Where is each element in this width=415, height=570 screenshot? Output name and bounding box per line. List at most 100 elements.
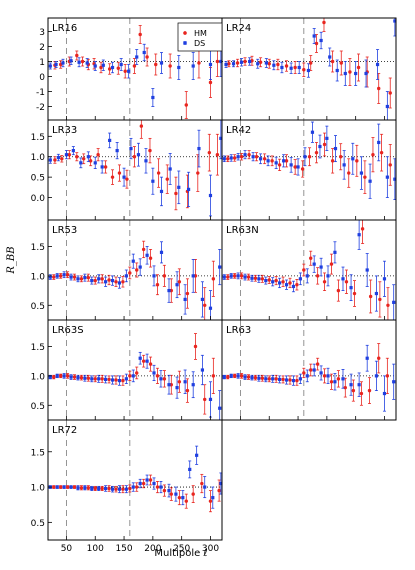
data-point-ds xyxy=(145,253,149,257)
data-point-ds xyxy=(76,376,80,380)
panels-group: LR16 -2 -1 0 1 2 3 LR24 LR33 0.0 0.5 1.0 1.5 LR42 LR53… xyxy=(31,17,397,554)
data-point-hm xyxy=(270,159,274,163)
data-point-hm xyxy=(121,378,125,383)
data-point-hm xyxy=(107,377,111,382)
y-tick-label: 1.5 xyxy=(31,448,45,458)
data-point-hm xyxy=(277,163,282,167)
data-point-hm xyxy=(336,377,341,381)
data-point-hm xyxy=(232,274,237,278)
data-point-ds xyxy=(115,149,119,153)
data-point-ds xyxy=(69,275,73,279)
data-point-ds xyxy=(152,371,156,375)
panel-lr24: LR24 xyxy=(221,17,397,121)
data-point-ds xyxy=(83,276,87,280)
data-point-hm xyxy=(322,374,327,378)
data-point-hm xyxy=(125,177,129,181)
data-point-ds xyxy=(55,485,59,489)
data-point-ds xyxy=(138,265,142,269)
panel-label: LR16 xyxy=(52,23,77,34)
data-point-hm xyxy=(203,397,207,402)
data-point-ds xyxy=(236,274,240,278)
data-point-ds xyxy=(282,159,286,163)
data-point-ds xyxy=(138,481,142,486)
data-point-ds xyxy=(266,159,270,163)
data-point-hm xyxy=(128,271,132,275)
data-point-ds xyxy=(385,104,389,109)
data-point-ds xyxy=(79,161,83,165)
data-point-hm xyxy=(267,62,271,66)
data-point-ds xyxy=(333,380,337,384)
data-point-ds xyxy=(152,274,156,278)
data-point-hm xyxy=(226,375,230,379)
data-point-ds xyxy=(231,62,236,66)
data-point-hm xyxy=(246,275,251,279)
data-point-hm xyxy=(226,275,230,279)
data-point-ds xyxy=(144,159,148,163)
data-point-ds xyxy=(93,161,97,165)
data-point-hm xyxy=(322,280,327,284)
data-point-hm xyxy=(185,291,190,296)
data-point-ds xyxy=(271,280,275,284)
data-point-ds xyxy=(239,60,244,64)
data-point-ds xyxy=(382,277,387,281)
data-point-ds xyxy=(159,377,163,381)
data-point-hm xyxy=(243,59,247,64)
data-point-hm xyxy=(132,155,137,159)
data-point-hm xyxy=(284,159,289,163)
data-point-ds xyxy=(264,61,268,65)
panel-label: LR63 xyxy=(226,325,251,336)
panel-lr16: LR16 -2 -1 0 1 2 3 xyxy=(36,17,223,121)
y-tick-label: 3 xyxy=(39,28,45,38)
data-point-hm xyxy=(114,378,118,382)
data-point-ds xyxy=(359,171,364,175)
data-point-hm xyxy=(371,152,375,157)
data-point-ds xyxy=(326,374,330,378)
data-point-ds xyxy=(181,496,185,500)
data-point-ds xyxy=(393,177,397,181)
data-point-ds xyxy=(177,65,181,70)
data-point-ds xyxy=(110,378,115,382)
data-point-hm xyxy=(86,376,91,380)
data-point-hm xyxy=(53,158,57,162)
data-point-ds xyxy=(365,356,369,360)
data-point-hm xyxy=(72,275,77,279)
y-tick-label: 0.5 xyxy=(31,519,45,529)
data-point-ds xyxy=(357,383,361,387)
data-point-hm xyxy=(155,485,160,489)
data-point-ds xyxy=(110,65,115,70)
legend-ds-marker xyxy=(183,41,187,45)
data-point-ds xyxy=(124,487,128,491)
panel-label: LR63S xyxy=(52,325,84,336)
data-point-ds xyxy=(296,165,300,169)
data-point-ds xyxy=(117,487,122,491)
data-point-hm xyxy=(247,152,251,157)
data-point-ds xyxy=(256,62,260,66)
data-point-hm xyxy=(174,191,178,196)
data-point-ds xyxy=(101,63,105,67)
panel-lr72: LR72 0.5 1.0 1.5 50 100 150 200 250 300 xyxy=(31,419,223,554)
data-point-ds xyxy=(284,283,289,287)
data-point-ds xyxy=(325,136,329,140)
data-point-ds xyxy=(298,277,302,281)
y-tick-label: 1.5 xyxy=(31,243,45,253)
data-point-ds xyxy=(145,478,149,482)
y-tick-label: 1.5 xyxy=(31,343,45,353)
data-point-ds xyxy=(349,286,353,290)
data-point-ds xyxy=(354,71,358,76)
data-point-hm xyxy=(128,486,132,491)
data-point-ds xyxy=(243,275,247,279)
data-point-hm xyxy=(65,485,70,489)
data-point-ds xyxy=(61,61,65,65)
data-point-ds xyxy=(251,155,255,159)
data-point-hm xyxy=(207,150,212,155)
data-point-ds xyxy=(135,55,139,59)
data-point-ds xyxy=(183,297,187,302)
data-point-ds xyxy=(328,55,332,59)
data-point-ds xyxy=(272,63,276,67)
data-point-hm xyxy=(309,61,313,65)
data-point-hm xyxy=(79,486,84,490)
data-point-ds xyxy=(197,146,201,151)
data-point-hm xyxy=(72,375,77,379)
data-point-hm xyxy=(58,374,63,378)
data-point-hm xyxy=(82,157,86,161)
